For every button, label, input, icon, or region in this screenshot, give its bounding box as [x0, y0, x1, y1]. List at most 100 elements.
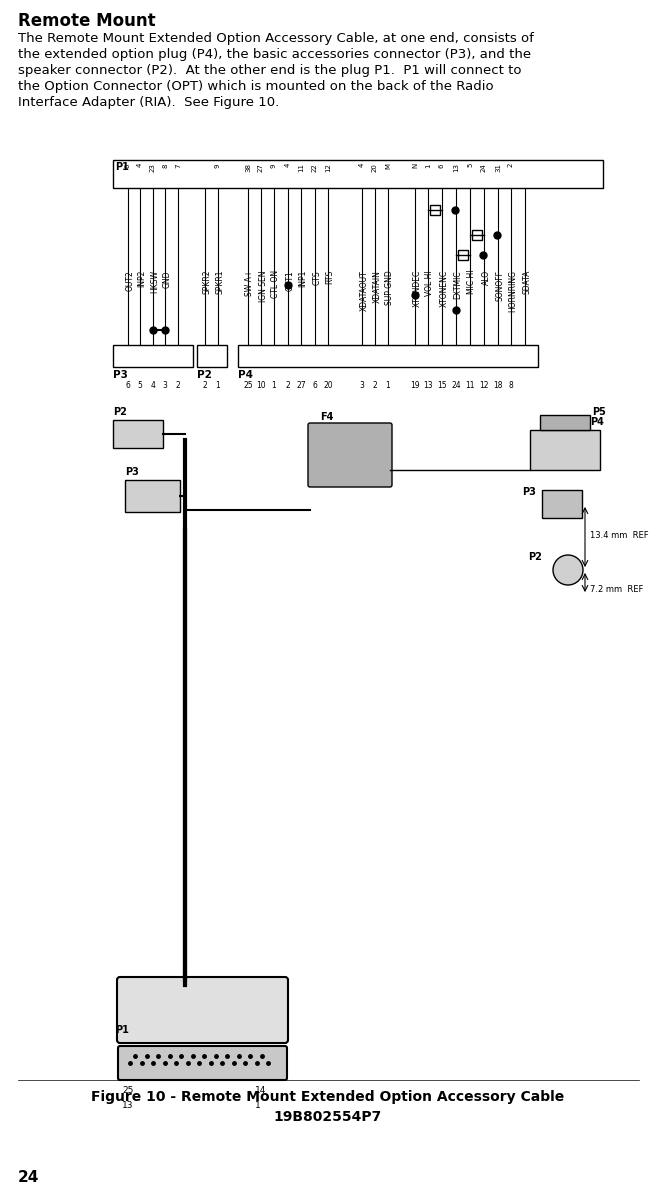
Text: 1: 1 — [425, 163, 431, 168]
Bar — [542, 489, 582, 518]
Text: SPKR2: SPKR2 — [202, 270, 212, 295]
Text: the extended option plug (P4), the basic accessories connector (P3), and the: the extended option plug (P4), the basic… — [18, 48, 531, 61]
FancyBboxPatch shape — [118, 1045, 287, 1080]
Text: 6: 6 — [125, 381, 131, 390]
Text: P1: P1 — [115, 1025, 129, 1035]
Text: 2: 2 — [202, 381, 208, 390]
Text: 3: 3 — [162, 381, 168, 390]
Text: INP2: INP2 — [137, 270, 147, 287]
Text: speaker connector (P2).  At the other end is the plug P1.  P1 will connect to: speaker connector (P2). At the other end… — [18, 64, 522, 77]
Text: 24: 24 — [18, 1170, 39, 1184]
Text: 1: 1 — [255, 1101, 261, 1110]
Text: P2: P2 — [113, 407, 127, 417]
Text: N: N — [412, 163, 418, 169]
Text: M: M — [385, 163, 391, 169]
Text: XDATAIN: XDATAIN — [373, 270, 382, 303]
Text: 2: 2 — [175, 381, 181, 390]
Bar — [113, 160, 603, 188]
Text: CTL ON: CTL ON — [271, 270, 281, 298]
Text: Remote Mount: Remote Mount — [18, 12, 156, 30]
Text: P5: P5 — [592, 407, 606, 417]
Text: 9: 9 — [215, 163, 221, 168]
Text: 38: 38 — [245, 163, 251, 172]
Text: 27: 27 — [296, 381, 306, 390]
Text: SPKR1: SPKR1 — [215, 270, 225, 295]
Text: 27: 27 — [258, 163, 264, 172]
Text: 6: 6 — [125, 163, 131, 168]
Text: 31: 31 — [495, 163, 501, 172]
Text: P4: P4 — [590, 417, 604, 426]
Text: 5: 5 — [467, 163, 473, 168]
Bar — [458, 249, 468, 260]
Text: 12: 12 — [325, 163, 331, 172]
Text: 20: 20 — [372, 163, 378, 172]
Text: Figure 10 - Remote Mount Extended Option Accessory Cable: Figure 10 - Remote Mount Extended Option… — [91, 1091, 564, 1104]
Text: 24: 24 — [481, 163, 487, 172]
Text: 13.4 mm  REF: 13.4 mm REF — [590, 531, 648, 539]
Text: 6: 6 — [313, 381, 317, 390]
Text: 1: 1 — [215, 381, 220, 390]
FancyBboxPatch shape — [117, 977, 288, 1043]
Text: HORNRING: HORNRING — [509, 270, 518, 312]
Text: RTS: RTS — [325, 270, 334, 284]
Text: 7: 7 — [175, 163, 181, 168]
Text: 2: 2 — [508, 163, 514, 168]
Text: 14: 14 — [255, 1086, 266, 1095]
Text: 1: 1 — [386, 381, 390, 390]
Text: 15: 15 — [437, 381, 447, 390]
Text: P4: P4 — [238, 369, 253, 380]
Text: XTONENC: XTONENC — [440, 270, 449, 308]
Text: 5: 5 — [137, 381, 143, 390]
Text: P1: P1 — [115, 162, 129, 172]
Bar — [197, 345, 227, 367]
Text: the Option Connector (OPT) which is mounted on the back of the Radio: the Option Connector (OPT) which is moun… — [18, 80, 493, 93]
Text: 25: 25 — [243, 381, 253, 390]
Text: 13: 13 — [423, 381, 433, 390]
Text: 6: 6 — [439, 163, 445, 168]
Text: 3: 3 — [359, 381, 365, 390]
Bar — [113, 345, 193, 367]
Text: SUP GND: SUP GND — [386, 270, 394, 305]
Text: 11: 11 — [465, 381, 475, 390]
Text: SW A+: SW A+ — [246, 270, 254, 296]
Text: 1: 1 — [271, 381, 277, 390]
Bar — [125, 480, 180, 512]
Text: 13: 13 — [122, 1101, 133, 1110]
Text: ALO: ALO — [482, 270, 491, 285]
Text: 8: 8 — [162, 163, 168, 168]
Bar — [430, 206, 440, 215]
Text: P2: P2 — [197, 369, 212, 380]
Text: 2: 2 — [286, 381, 290, 390]
Bar — [540, 415, 590, 430]
Text: MIC HI: MIC HI — [468, 270, 476, 295]
Text: P3: P3 — [113, 369, 128, 380]
FancyBboxPatch shape — [308, 423, 392, 487]
Bar — [530, 430, 600, 470]
Text: 12: 12 — [479, 381, 489, 390]
Text: P3: P3 — [125, 467, 139, 478]
Text: 11: 11 — [298, 163, 304, 172]
Text: SONOFF: SONOFF — [495, 270, 505, 301]
Text: P3: P3 — [522, 487, 536, 497]
Text: XDATAOUT: XDATAOUT — [359, 270, 369, 311]
Bar — [472, 230, 482, 240]
Bar — [113, 421, 163, 448]
Text: Interface Adapter (RIA).  See Figure 10.: Interface Adapter (RIA). See Figure 10. — [18, 96, 279, 109]
Text: 4: 4 — [137, 163, 143, 168]
Text: SDATA: SDATA — [522, 270, 532, 295]
Text: 23: 23 — [150, 163, 156, 172]
Text: 10: 10 — [256, 381, 266, 390]
Text: 7.2 mm  REF: 7.2 mm REF — [590, 586, 643, 594]
Text: The Remote Mount Extended Option Accessory Cable, at one end, consists of: The Remote Mount Extended Option Accesso… — [18, 32, 534, 45]
Text: 8: 8 — [509, 381, 513, 390]
Text: IGN SEN: IGN SEN — [258, 270, 267, 302]
Text: 13: 13 — [453, 163, 459, 172]
Text: 20: 20 — [323, 381, 333, 390]
Text: VOL HI: VOL HI — [426, 270, 434, 296]
Text: GND: GND — [162, 270, 171, 287]
Circle shape — [553, 555, 583, 584]
Text: XTONDEC: XTONDEC — [413, 270, 422, 308]
Text: 19: 19 — [410, 381, 420, 390]
Text: EXTMIC: EXTMIC — [453, 270, 463, 298]
Text: 25: 25 — [122, 1086, 133, 1095]
